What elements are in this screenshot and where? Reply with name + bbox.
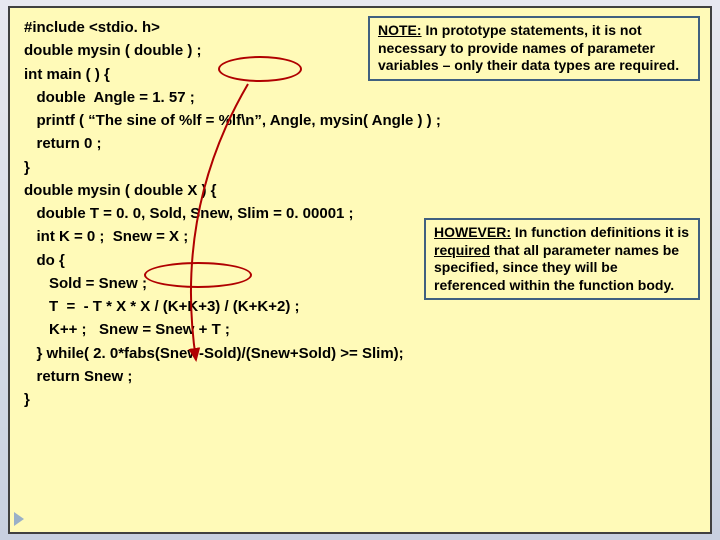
code-line: double Angle = 1. 57 ; (24, 86, 696, 109)
note-text: In prototype statements, it is not neces… (378, 22, 679, 73)
code-line: return 0 ; (24, 132, 696, 155)
note-definition: HOWEVER: In function definitions it is r… (424, 218, 700, 300)
note-text: In function definitions it is (511, 224, 689, 240)
code-line: printf ( “The sine of %lf = %lf\n”, Angl… (24, 109, 696, 132)
note-prototype: NOTE: In prototype statements, it is not… (368, 16, 700, 81)
code-line: return Snew ; (24, 365, 696, 388)
code-line: } (24, 388, 696, 411)
code-line: double mysin ( double X ) { (24, 179, 696, 202)
code-line: } (24, 156, 696, 179)
note-label: HOWEVER: (434, 224, 511, 240)
play-icon (14, 512, 24, 526)
code-line: } while( 2. 0*fabs(Snew-Sold)/(Snew+Sold… (24, 342, 696, 365)
note-label: NOTE: (378, 22, 422, 38)
note-required: required (434, 242, 490, 258)
code-line: K++ ; Snew = Snew + T ; (24, 318, 696, 341)
